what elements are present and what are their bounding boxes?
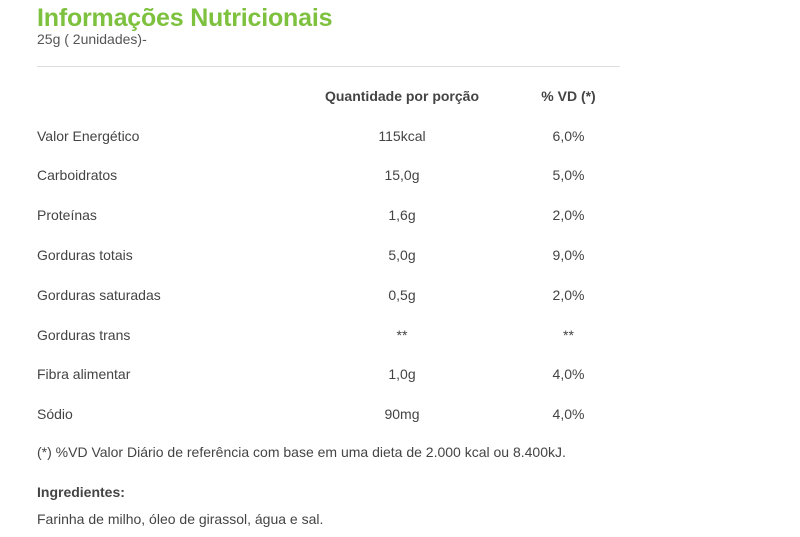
nutrient-amount: 5,0g bbox=[388, 247, 416, 264]
nutrient-amount: 90mg bbox=[384, 406, 420, 423]
table-row: Gorduras totais 5,0g 9,0% bbox=[37, 235, 620, 275]
table-row: Fibra alimentar 1,0g 4,0% bbox=[37, 355, 620, 395]
nutrient-amount: 115kcal bbox=[378, 127, 426, 144]
nutrient-vd: ** bbox=[563, 326, 574, 343]
nutrient-vd: 5,0% bbox=[552, 167, 585, 184]
column-header-nutrient bbox=[37, 76, 287, 116]
ingredients-text: Farinha de milho, óleo de girassol, água… bbox=[37, 511, 324, 527]
nutrient-name: Valor Energético bbox=[37, 127, 140, 144]
nutrient-vd: 4,0% bbox=[552, 366, 585, 383]
nutrient-name: Gorduras trans bbox=[37, 326, 131, 343]
nutrient-name: Carboidratos bbox=[37, 167, 118, 184]
column-header-amount: Quantidade por porção bbox=[324, 87, 479, 104]
divider bbox=[37, 66, 620, 67]
table-header-row: Quantidade por porção % VD (*) bbox=[37, 76, 620, 116]
nutrient-vd: 2,0% bbox=[552, 286, 585, 303]
table-row: Valor Energético 115kcal 6,0% bbox=[37, 116, 620, 156]
nutrient-vd: 4,0% bbox=[552, 406, 585, 423]
page-title: Informações Nutricionais bbox=[37, 4, 333, 32]
nutrient-amount: 1,0g bbox=[388, 366, 416, 383]
nutrition-table: Quantidade por porção % VD (*) Valor Ene… bbox=[37, 76, 620, 434]
nutrient-name: Gorduras saturadas bbox=[37, 286, 161, 303]
nutrient-name: Fibra alimentar bbox=[37, 366, 131, 383]
nutrient-vd: 6,0% bbox=[552, 127, 585, 144]
table-row: Carboidratos 15,0g 5,0% bbox=[37, 156, 620, 196]
nutrient-amount: 15,0g bbox=[384, 167, 420, 184]
nutrient-name: Proteínas bbox=[37, 207, 97, 224]
table-row: Proteínas 1,6g 2,0% bbox=[37, 195, 620, 235]
nutrient-vd: 9,0% bbox=[552, 247, 585, 264]
nutrient-amount: 0,5g bbox=[388, 286, 416, 303]
nutrient-amount: ** bbox=[396, 326, 408, 343]
nutrient-amount: 1,6g bbox=[388, 207, 416, 224]
table-row: Gorduras trans ** ** bbox=[37, 315, 620, 355]
table-row: Sódio 90mg 4,0% bbox=[37, 394, 620, 434]
nutrient-name: Sódio bbox=[37, 406, 73, 423]
nutrient-name: Gorduras totais bbox=[37, 247, 133, 264]
table-row: Gorduras saturadas 0,5g 2,0% bbox=[37, 275, 620, 315]
vd-footnote: (*) %VD Valor Diário de referência com b… bbox=[37, 444, 566, 460]
column-header-vd: % VD (*) bbox=[541, 87, 596, 104]
ingredients-heading: Ingredientes: bbox=[37, 484, 125, 500]
serving-size: 25g ( 2unidades)- bbox=[37, 31, 147, 47]
nutrient-vd: 2,0% bbox=[552, 207, 585, 224]
